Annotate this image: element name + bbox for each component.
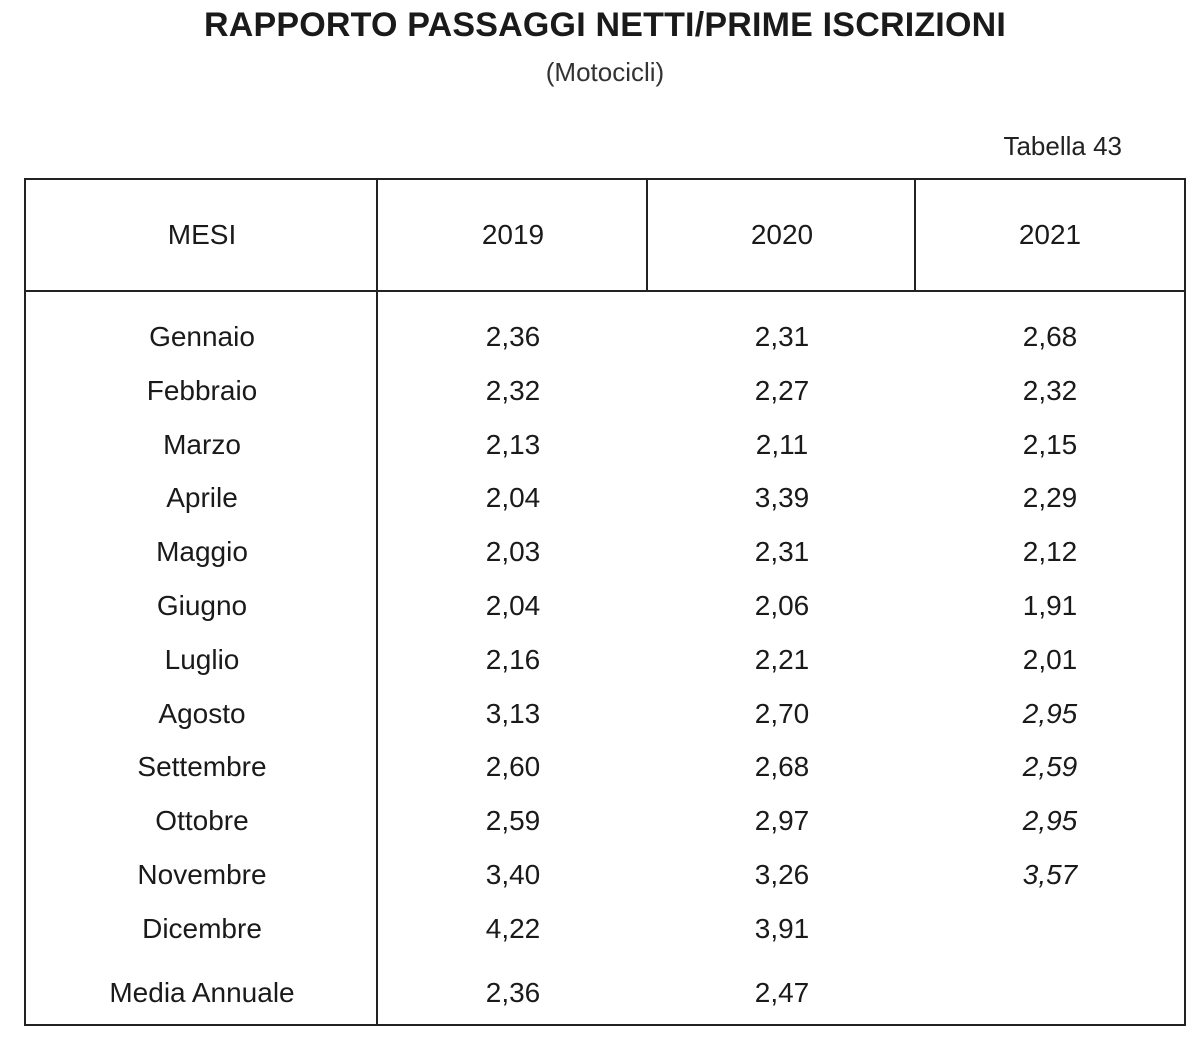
value-2020-cell: 3,91 xyxy=(754,912,810,944)
month-cell: Novembre xyxy=(137,859,267,890)
header-2020: 2020 xyxy=(750,219,814,250)
value-2019-cell: 2,60 xyxy=(485,751,541,783)
column-divider xyxy=(646,180,648,292)
value-2020-cell: 2,27 xyxy=(754,374,810,406)
value-2019-cell: 2,04 xyxy=(485,590,541,621)
table-row: Febbraio 2,32 2,27 2,32 xyxy=(26,364,1184,418)
table-row: Marzo 2,13 2,11 2,15 xyxy=(26,418,1184,472)
annual-average-row: Media Annuale 2,36 2,47 xyxy=(26,966,1184,1020)
annual-2020-cell: 2,47 xyxy=(754,976,810,1008)
table-row: Agosto 3,13 2,70 2,95 xyxy=(26,687,1184,741)
data-table: MESI 2019 2020 2021 Gennaio 2,36 2,31 2,68 F… xyxy=(24,178,1186,1026)
month-cell: Agosto xyxy=(158,697,246,729)
table-header-row: MESI 2019 2020 2021 xyxy=(26,180,1184,292)
table-row: Dicembre 4,22 3,91 xyxy=(26,902,1184,956)
month-cell: Gennaio xyxy=(149,321,255,352)
table-row: Settembre 2,60 2,68 2,59 xyxy=(26,740,1184,794)
value-2019-cell: 3,40 xyxy=(485,859,541,890)
value-2021-cell: 2,68 xyxy=(1022,321,1078,352)
value-2020-cell: 2,68 xyxy=(754,751,810,783)
table-row: Novembre 3,40 3,26 3,57 xyxy=(26,848,1184,902)
month-cell: Luglio xyxy=(164,643,240,675)
value-2021-cell: 2,29 xyxy=(1022,482,1078,514)
table-row: Gennaio 2,36 2,31 2,68 xyxy=(26,310,1184,364)
value-2021-cell: 2,95 xyxy=(1022,805,1078,837)
value-2021-cell: 3,57 xyxy=(1022,859,1078,890)
value-2021-cell: 2,32 xyxy=(1022,374,1078,406)
value-2021-cell: 2,59 xyxy=(1022,751,1078,783)
value-2019-cell: 2,59 xyxy=(485,805,541,837)
month-cell: Maggio xyxy=(156,536,248,568)
value-2020-cell: 2,21 xyxy=(754,643,810,675)
value-2020-cell: 2,11 xyxy=(755,428,809,460)
page-title: RAPPORTO PASSAGGI NETTI/PRIME ISCRIZIONI xyxy=(203,6,1007,44)
value-2019-cell: 2,13 xyxy=(485,428,541,460)
value-2019-cell: 2,36 xyxy=(485,321,541,352)
value-2020-cell: 2,31 xyxy=(754,321,810,352)
month-cell: Aprile xyxy=(166,482,238,514)
value-2020-cell: 3,26 xyxy=(754,859,810,890)
table-row: Ottobre 2,59 2,97 2,95 xyxy=(26,794,1184,848)
value-2021-cell: 2,95 xyxy=(1022,697,1078,729)
value-2019-cell: 2,04 xyxy=(485,482,541,514)
column-divider xyxy=(914,180,916,292)
header-2021: 2021 xyxy=(1018,219,1082,250)
value-2020-cell: 2,70 xyxy=(754,697,810,729)
value-2019-cell: 2,03 xyxy=(485,536,541,568)
annual-2019-cell: 2,36 xyxy=(485,976,541,1008)
value-2020-cell: 2,06 xyxy=(754,590,810,621)
table-row: Aprile 2,04 3,39 2,29 xyxy=(26,471,1184,525)
header-mesi: MESI xyxy=(167,219,237,250)
header-2019: 2019 xyxy=(481,219,545,250)
value-2019-cell: 3,13 xyxy=(485,697,541,729)
table-row: Maggio 2,03 2,31 2,12 xyxy=(26,525,1184,579)
value-2020-cell: 2,31 xyxy=(754,536,810,568)
value-2021-cell: 1,91 xyxy=(1022,590,1078,621)
month-cell: Dicembre xyxy=(142,912,262,944)
table-number-label: Tabella 43 xyxy=(1003,131,1122,161)
value-2021-cell: 2,12 xyxy=(1022,536,1078,568)
table-row: Luglio 2,16 2,21 2,01 xyxy=(26,633,1184,687)
value-2021-cell xyxy=(916,902,1184,956)
value-2019-cell: 4,22 xyxy=(485,912,541,944)
value-2020-cell: 2,97 xyxy=(754,805,810,837)
value-2019-cell: 2,32 xyxy=(485,374,541,406)
month-cell: Giugno xyxy=(156,590,248,621)
month-cell: Febbraio xyxy=(146,374,258,406)
month-cell: Ottobre xyxy=(155,805,249,837)
month-cell: Settembre xyxy=(137,751,267,783)
column-divider xyxy=(376,180,378,1026)
page-subtitle: (Motocicli) xyxy=(545,57,665,87)
value-2020-cell: 3,39 xyxy=(754,482,810,514)
month-cell: Marzo xyxy=(163,428,241,460)
annual-2021-cell xyxy=(916,966,1184,1020)
table-row: Giugno 2,04 2,06 1,91 xyxy=(26,579,1184,633)
value-2021-cell: 2,15 xyxy=(1022,428,1078,460)
annual-label-cell: Media Annuale xyxy=(109,976,295,1008)
value-2019-cell: 2,16 xyxy=(485,643,541,675)
value-2021-cell: 2,01 xyxy=(1022,643,1078,675)
